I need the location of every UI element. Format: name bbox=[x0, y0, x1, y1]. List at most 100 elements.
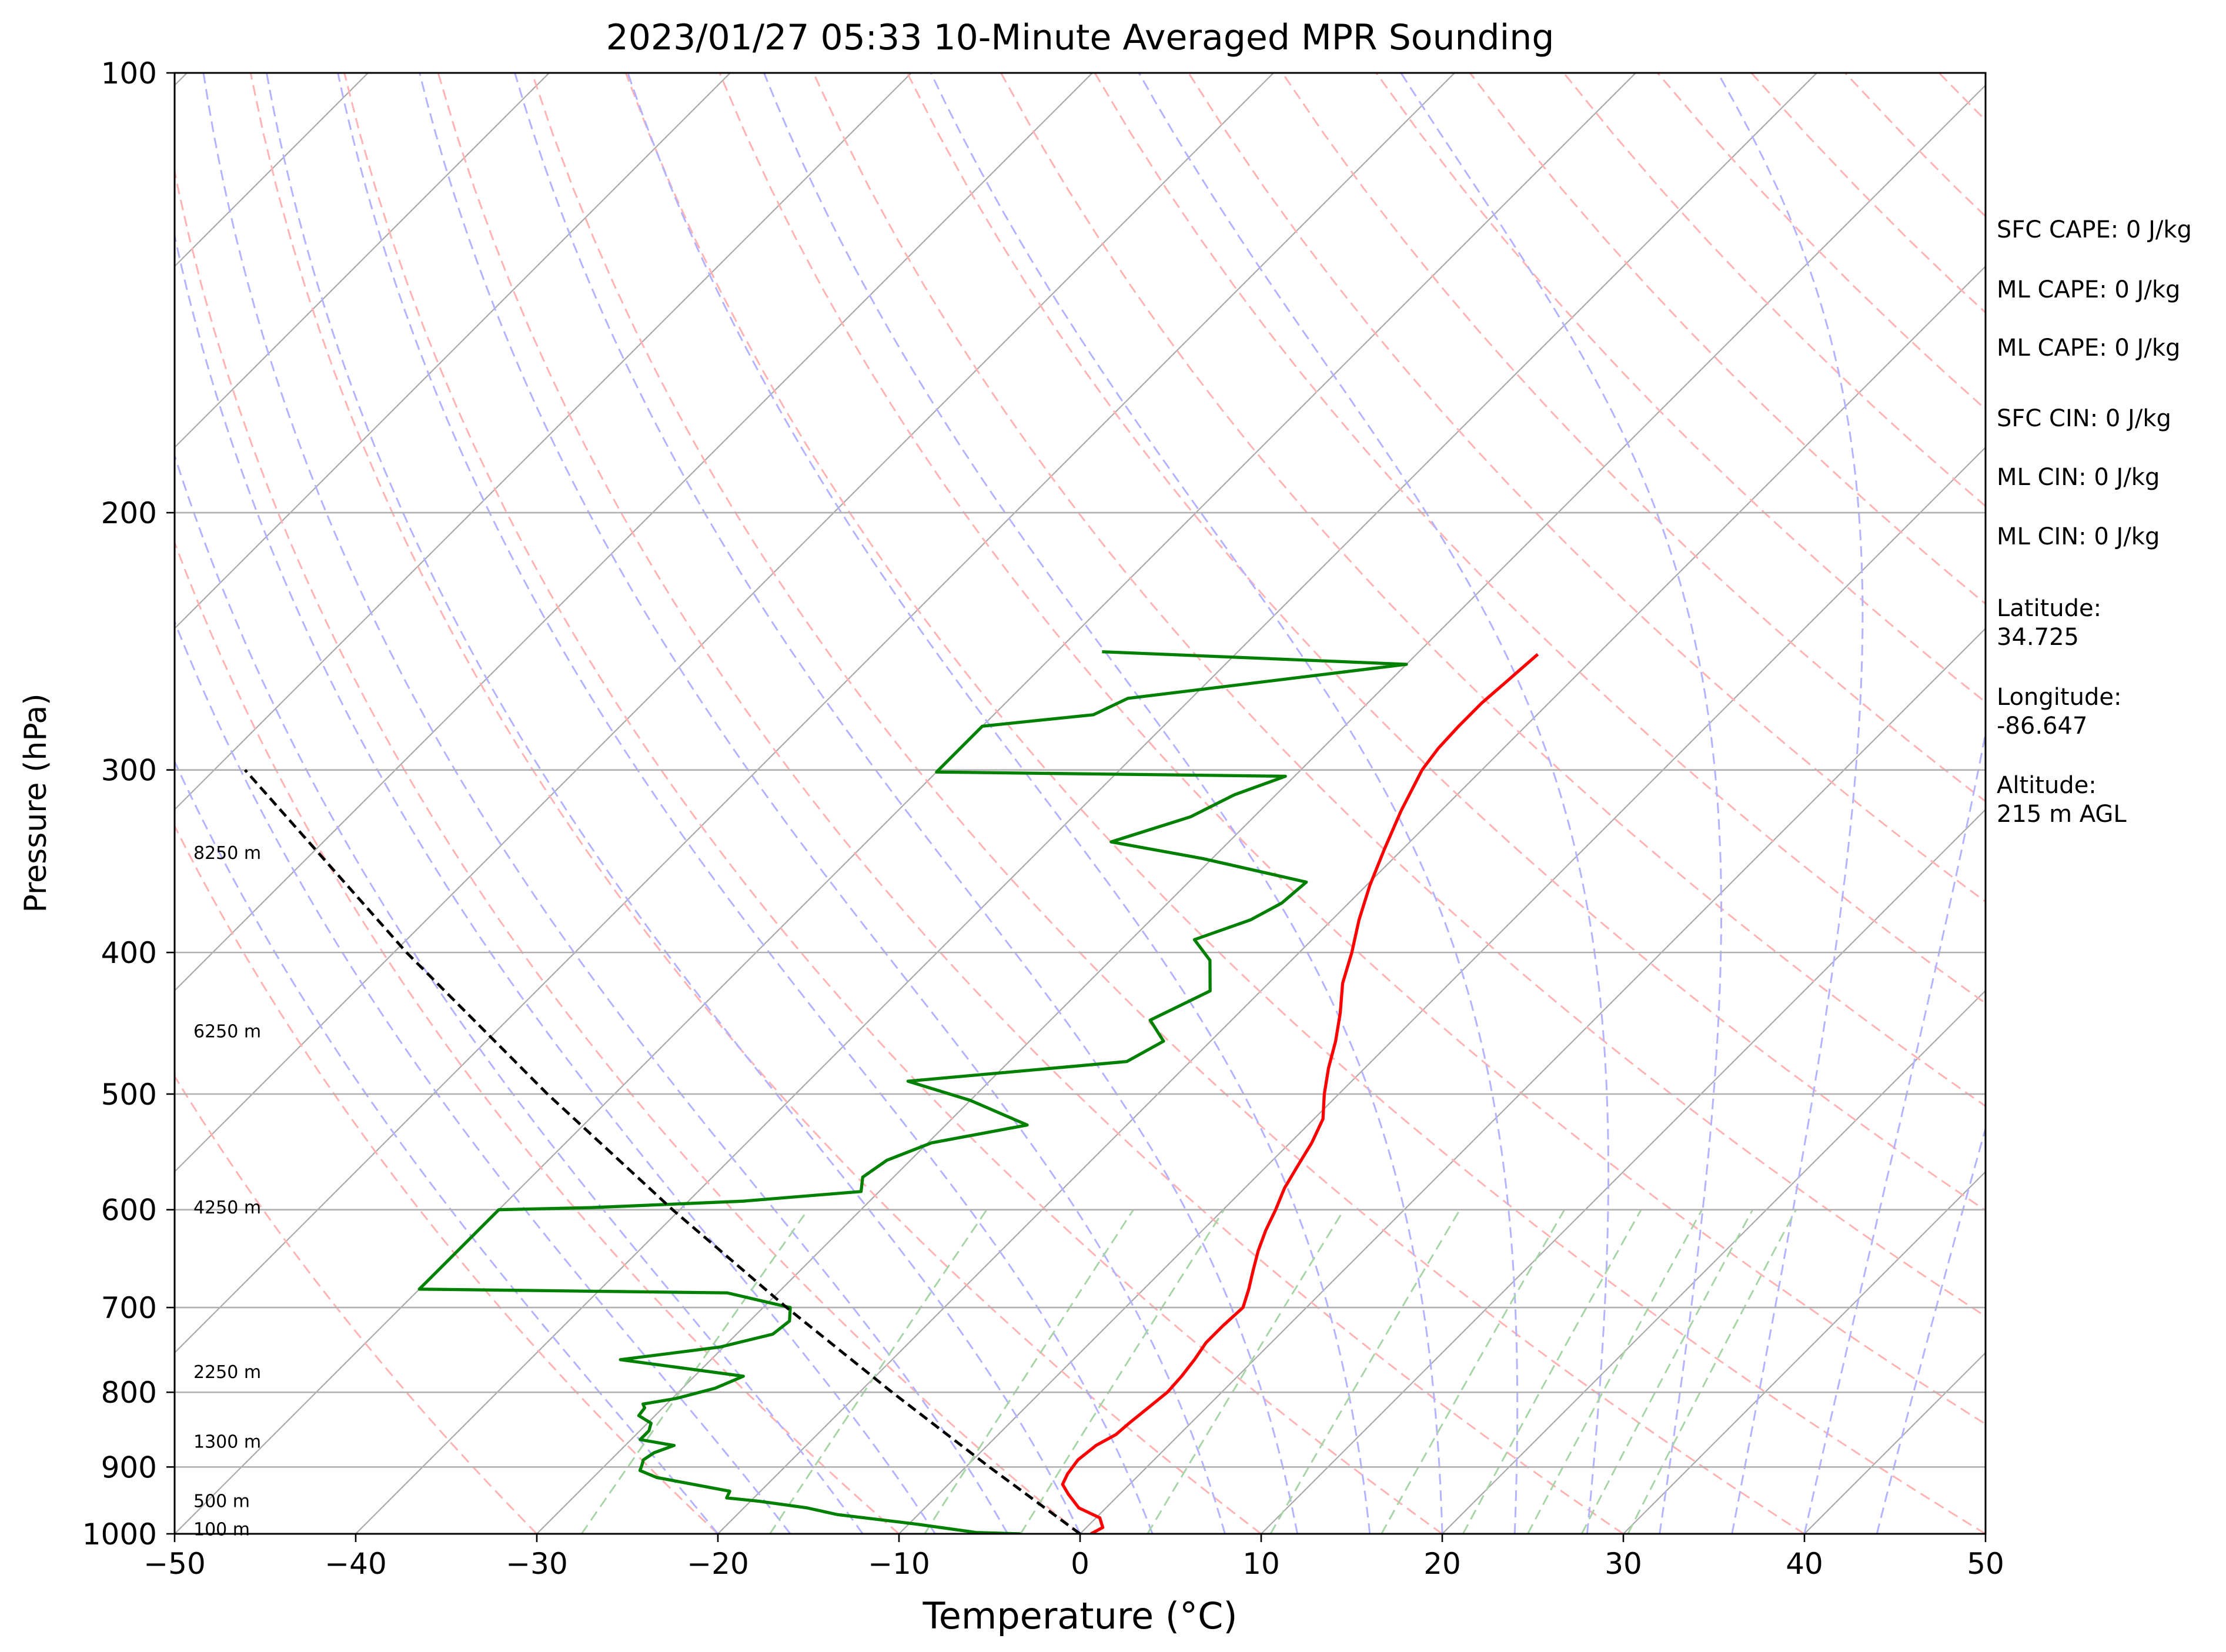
isotherm-line bbox=[175, 73, 912, 811]
moist-adiabat-line bbox=[627, 73, 1371, 1534]
sounding-traces bbox=[243, 650, 1539, 1534]
isotherm-line bbox=[898, 446, 1986, 1534]
mixing-ratio-line bbox=[1269, 1209, 1461, 1534]
y-tick-label: 100 bbox=[101, 56, 157, 91]
isotherm-line bbox=[175, 73, 1093, 992]
y-tick-label: 200 bbox=[101, 496, 157, 530]
dry-adiabat-line bbox=[1094, 73, 1986, 1005]
dry-adiabat-line bbox=[343, 73, 1443, 1534]
x-tick-label: 50 bbox=[1967, 1547, 2004, 1581]
isotherm-line bbox=[1623, 1171, 1986, 1534]
isotherm-line bbox=[717, 265, 1986, 1534]
y-axis-label: Pressure (hPa) bbox=[18, 694, 54, 913]
dry-adiabat-line bbox=[249, 73, 1262, 1534]
parcel-trace bbox=[243, 769, 1081, 1534]
moist-adiabat-line bbox=[514, 73, 1299, 1534]
moist-adiabat-line bbox=[1717, 73, 1864, 1534]
stats-annotations: SFC CAPE: 0 J/kg ML CAPE: 0 J/kg ML CAPE: … bbox=[1997, 216, 2192, 828]
moist-adiabat-line bbox=[175, 453, 864, 1534]
x-tick-label: 0 bbox=[1071, 1547, 1089, 1581]
moist-adiabat-line bbox=[1876, 1125, 1986, 1534]
x-tick-label: −40 bbox=[325, 1547, 387, 1581]
x-tick-label: 20 bbox=[1423, 1547, 1461, 1581]
mixing-ratio-line bbox=[1381, 1209, 1566, 1534]
x-tick-label: −50 bbox=[143, 1547, 206, 1581]
background-reference-lines bbox=[175, 73, 1986, 1534]
mixing-ratio-line bbox=[1627, 1209, 1797, 1534]
dry-adiabat-line bbox=[175, 540, 900, 1534]
x-tick-label: −30 bbox=[506, 1547, 568, 1581]
dry-adiabat-line bbox=[175, 166, 1081, 1534]
isotherm-line bbox=[1261, 808, 1986, 1534]
moist-adiabat-line bbox=[1138, 73, 1609, 1534]
dry-adiabat-line bbox=[718, 73, 1986, 1426]
isotherm-line bbox=[175, 73, 550, 449]
annotation-text: SFC CIN: 0 J/kg bbox=[1997, 405, 2171, 432]
x-tick-label: 30 bbox=[1605, 1547, 1642, 1581]
chart-title: 2023/01/27 05:33 10-Minute Averaged MPR … bbox=[606, 17, 1555, 58]
x-axis-label: Temperature (°C) bbox=[922, 1594, 1237, 1637]
annotation-text: 215 m AGL bbox=[1997, 801, 2127, 828]
isotherm-line bbox=[175, 73, 1455, 1354]
moist-adiabat-line bbox=[1803, 729, 1986, 1534]
moist-adiabat-line bbox=[175, 619, 791, 1534]
pressure-gridlines bbox=[175, 73, 1986, 1534]
y-tick-label: 300 bbox=[101, 754, 157, 788]
height-label: 500 m bbox=[193, 1492, 250, 1512]
x-tick-label: −10 bbox=[868, 1547, 930, 1581]
height-label: 2250 m bbox=[193, 1362, 261, 1383]
y-tick-label: 400 bbox=[101, 936, 157, 970]
height-label: 4250 m bbox=[193, 1198, 261, 1218]
y-tick-label: 500 bbox=[101, 1078, 157, 1112]
dry-adiabat-line bbox=[1188, 73, 1986, 903]
annotation-text: 34.725 bbox=[1997, 624, 2079, 651]
annotation-text: -86.647 bbox=[1997, 713, 2087, 740]
dry-adiabat-line bbox=[1375, 73, 1986, 704]
moist-adiabat-line bbox=[419, 73, 1226, 1534]
annotation-text: ML CIN: 0 J/kg bbox=[1997, 523, 2160, 550]
dewpoint-trace bbox=[417, 650, 1408, 1534]
y-tick-label: 800 bbox=[101, 1376, 157, 1410]
moist-adiabat-line bbox=[763, 73, 1443, 1534]
x-axis-ticks: −50 −40 −30 −20 −10 0 10 20 30 40 50 bbox=[143, 1534, 2004, 1581]
annotation-text: Latitude: bbox=[1997, 595, 2101, 622]
dry-adiabat-line bbox=[437, 73, 1624, 1534]
annotation-text: ML CAPE: 0 J/kg bbox=[1997, 276, 2180, 303]
annotation-text: Altitude: bbox=[1997, 772, 2097, 799]
height-label: 1300 m bbox=[193, 1432, 261, 1452]
y-tick-label: 1000 bbox=[82, 1517, 157, 1551]
height-label: 100 m bbox=[193, 1519, 250, 1540]
moist-adiabat-line bbox=[337, 73, 1154, 1534]
x-tick-label: −20 bbox=[687, 1547, 749, 1581]
x-tick-label: 10 bbox=[1242, 1547, 1280, 1581]
dry-adiabat-line bbox=[1281, 73, 1986, 802]
annotation-text: SFC CAPE: 0 J/kg bbox=[1997, 216, 2192, 243]
annotation-text: Longitude: bbox=[1997, 684, 2121, 711]
y-tick-label: 600 bbox=[101, 1193, 157, 1228]
moist-adiabat-line bbox=[265, 73, 1081, 1534]
moist-adiabat-line bbox=[175, 760, 719, 1534]
isotherm-line bbox=[175, 73, 731, 630]
height-labels: 100 m 500 m 1300 m 2250 m 4250 m 6250 m 8250 m bbox=[193, 843, 261, 1540]
annotation-text: ML CIN: 0 J/kg bbox=[1997, 464, 2160, 491]
height-label: 6250 m bbox=[193, 1021, 261, 1042]
y-tick-label: 700 bbox=[101, 1291, 157, 1325]
height-label: 8250 m bbox=[193, 843, 261, 864]
dry-adiabat-line bbox=[175, 824, 719, 1534]
dry-adiabat-line bbox=[175, 1074, 538, 1534]
temperature-trace bbox=[1061, 653, 1539, 1534]
y-axis-ticks: 100 200 300 400 500 600 700 800 900 1000 bbox=[82, 56, 175, 1551]
isotherm-line bbox=[175, 73, 1274, 1173]
moist-adiabat-line bbox=[175, 232, 936, 1534]
mixing-ratio-line bbox=[1527, 1209, 1703, 1534]
isotherm-line bbox=[1442, 989, 1986, 1534]
moist-adiabat-line bbox=[1400, 73, 1723, 1534]
moist-adiabat-line bbox=[930, 73, 1519, 1534]
x-tick-label: 40 bbox=[1786, 1547, 1823, 1581]
y-tick-label: 900 bbox=[101, 1450, 157, 1484]
isotherm-line bbox=[536, 84, 1986, 1534]
annotation-text: ML CAPE: 0 J/kg bbox=[1997, 335, 2180, 362]
mixing-ratio-line bbox=[1462, 1209, 1642, 1534]
dry-adiabat-line bbox=[906, 73, 1986, 1212]
